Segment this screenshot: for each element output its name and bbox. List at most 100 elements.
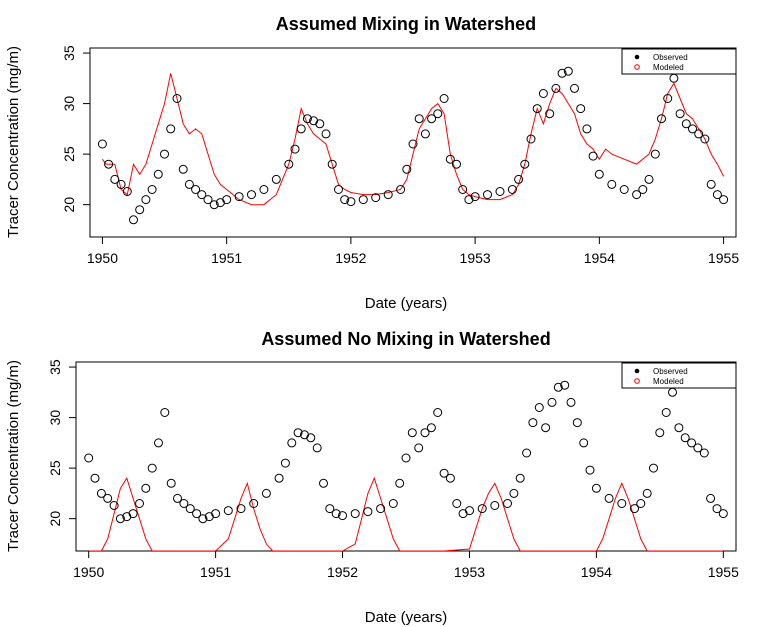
observed-point xyxy=(312,443,322,453)
observed-point xyxy=(209,200,219,210)
observed-point xyxy=(470,192,480,202)
observed-point xyxy=(545,109,555,119)
y-tick-label: 20 xyxy=(61,197,77,213)
legend-box xyxy=(621,362,737,389)
observed-point xyxy=(551,83,561,93)
observed-point xyxy=(585,465,595,475)
observed-point xyxy=(655,428,665,438)
observed-point xyxy=(706,493,716,503)
observed-point xyxy=(122,187,132,196)
observed-point xyxy=(528,418,538,428)
observed-point xyxy=(350,509,360,519)
observed-point xyxy=(591,483,601,493)
x-tick-label: 1951 xyxy=(200,564,231,580)
observed-point xyxy=(141,483,151,493)
observed-point xyxy=(104,159,114,169)
observed-point xyxy=(249,499,259,508)
observed-point xyxy=(147,185,157,194)
observed-point xyxy=(84,453,94,463)
plot-area xyxy=(84,380,728,551)
y-axis-label: Tracer Concentration (mg/m) xyxy=(5,360,22,552)
observed-point xyxy=(192,509,202,519)
observed-point xyxy=(247,190,256,200)
observed-point xyxy=(560,380,570,390)
observed-point xyxy=(576,104,586,114)
observed-point xyxy=(211,509,221,519)
observed-point xyxy=(179,499,189,508)
observed-point xyxy=(236,504,246,514)
observed-point xyxy=(426,423,436,433)
observed-point xyxy=(97,139,107,149)
observed-point xyxy=(719,195,729,205)
observed-point xyxy=(178,164,188,174)
x-tick-label: 1952 xyxy=(335,250,366,266)
observed-point xyxy=(166,478,176,488)
observed-point xyxy=(115,514,125,524)
observed-point xyxy=(495,187,505,196)
observed-point xyxy=(116,179,126,189)
observed-point xyxy=(663,94,673,103)
observed-point xyxy=(259,185,269,194)
observed-point xyxy=(327,159,337,169)
observed-point xyxy=(376,504,386,514)
observed-point xyxy=(383,190,393,200)
observed-point xyxy=(401,453,411,463)
chart-title: Assumed No Mixing in Watershed xyxy=(261,329,550,349)
observed-point xyxy=(547,397,557,407)
observed-point xyxy=(420,428,430,438)
x-tick-label: 1951 xyxy=(211,250,242,266)
observed-point xyxy=(532,104,542,114)
observed-point xyxy=(687,438,697,448)
observed-point xyxy=(358,195,368,205)
observed-point xyxy=(699,448,709,458)
observed-point xyxy=(197,190,207,200)
observed-point xyxy=(507,185,517,194)
observed-point xyxy=(414,114,424,124)
observed-point xyxy=(96,488,106,498)
observed-point xyxy=(538,89,548,98)
x-tick-label: 1953 xyxy=(460,250,491,266)
chart-panel-no-mixing: Assumed No Mixing in Watershed 1950 1951 1… xyxy=(5,329,739,626)
observed-point xyxy=(191,185,201,194)
y-tick-label: 25 xyxy=(61,146,77,162)
observed-point xyxy=(290,144,300,154)
legend-marker-modeled xyxy=(634,378,640,384)
observed-point xyxy=(515,473,525,483)
observed-point xyxy=(396,185,406,194)
plot-frame xyxy=(89,47,737,238)
observed-point xyxy=(395,478,405,488)
observed-point xyxy=(657,114,666,124)
observed-point xyxy=(503,499,512,508)
x-tick-label: 1952 xyxy=(327,564,358,580)
y-tick-label: 35 xyxy=(47,359,63,375)
observed-point xyxy=(90,473,100,483)
x-tick-label: 1954 xyxy=(584,250,615,266)
observed-point xyxy=(594,169,604,179)
legend-label-modeled: Modeled xyxy=(653,63,684,72)
x-tick-label: 1954 xyxy=(581,564,612,580)
observed-point xyxy=(160,408,170,417)
observed-point xyxy=(306,433,316,443)
observed-point xyxy=(315,119,325,129)
observed-point xyxy=(477,504,487,514)
observed-point xyxy=(427,114,437,124)
observed-point xyxy=(234,192,244,202)
observed-point xyxy=(636,499,646,508)
observed-point xyxy=(520,159,530,169)
observed-point xyxy=(284,159,294,169)
observed-point xyxy=(632,190,642,200)
observed-point xyxy=(166,124,176,134)
observed-point xyxy=(141,195,151,205)
observed-point xyxy=(110,174,120,184)
observed-point xyxy=(465,506,474,516)
observed-point xyxy=(408,139,418,149)
observed-point xyxy=(712,504,722,514)
x-axis: 1950 1951 1952 1953 1954 1955 xyxy=(73,551,739,580)
observed-point xyxy=(644,174,654,184)
legend-box xyxy=(621,48,737,75)
observed-point xyxy=(712,190,722,200)
observed-point xyxy=(271,174,281,184)
observed-point xyxy=(522,448,532,458)
observed-point xyxy=(700,134,710,144)
y-axis-label: Tracer Concentration (mg/m) xyxy=(5,46,22,238)
